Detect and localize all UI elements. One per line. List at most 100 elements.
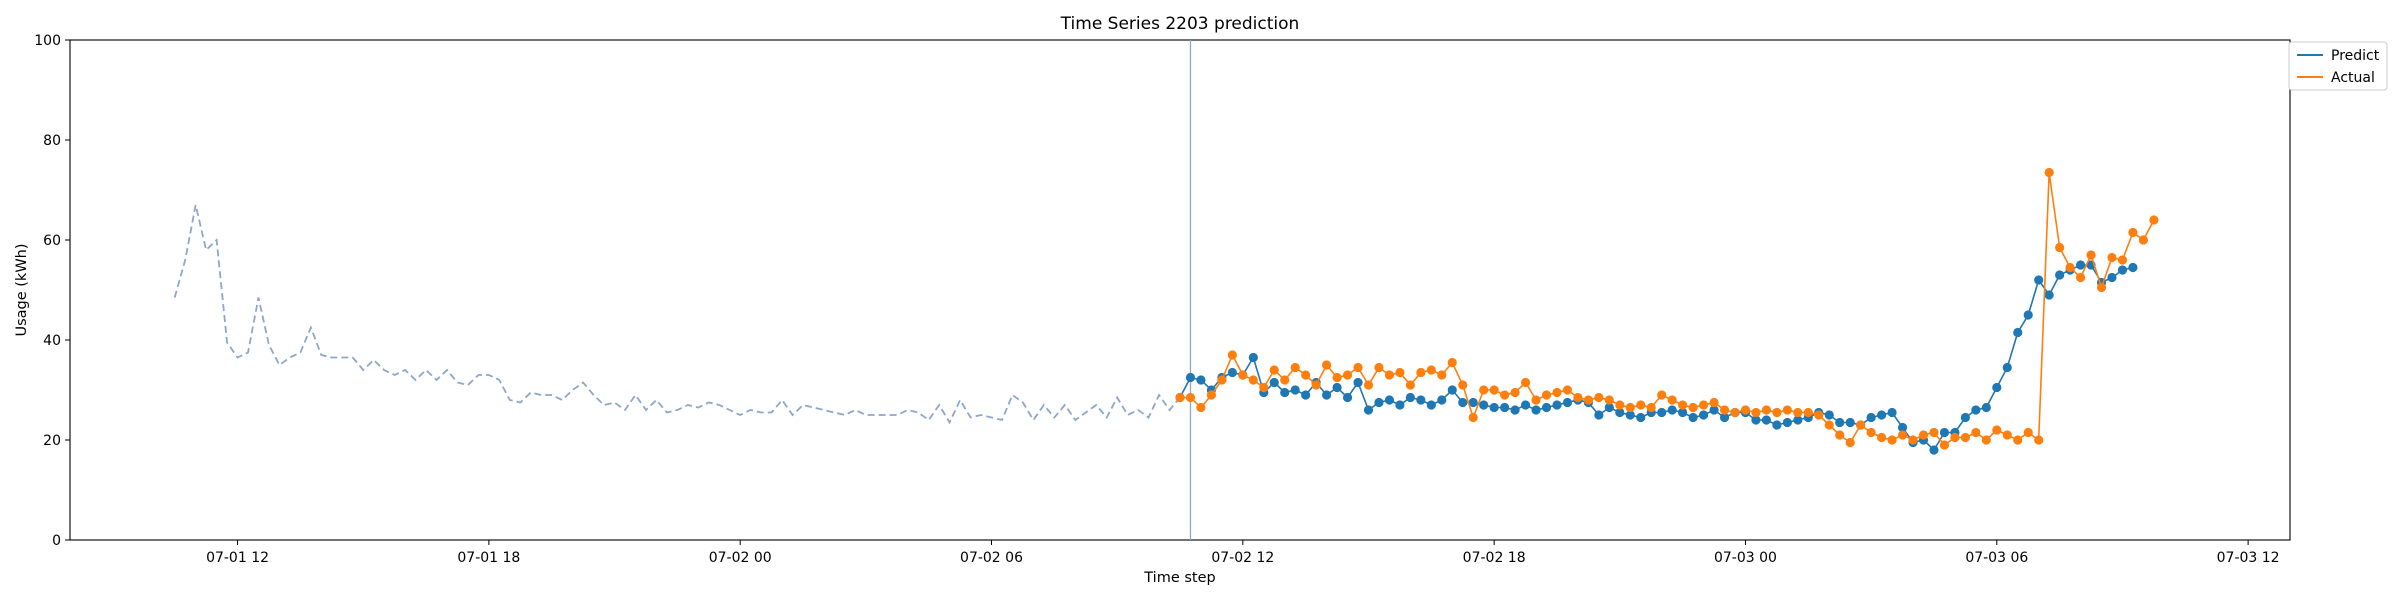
data-point [1950, 432, 1960, 443]
data-point [1678, 407, 1688, 418]
data-point [1217, 375, 1227, 385]
data-point [1971, 427, 1981, 438]
data-point [1992, 382, 2002, 393]
data-point [1322, 390, 1332, 400]
data-point [1866, 427, 1876, 438]
data-point [2013, 435, 2023, 445]
data-point [1426, 365, 1436, 375]
y-axis: 0 20 40 60 80 100 [34, 33, 70, 549]
data-point [1322, 360, 1332, 370]
data-point [1301, 370, 1311, 380]
data-point [1835, 430, 1845, 440]
data-point [1437, 395, 1447, 405]
data-point [1887, 435, 1897, 445]
data-point [1908, 435, 1918, 445]
data-point [2065, 262, 2075, 273]
y-tick-label: 40 [43, 333, 61, 349]
data-point [2138, 235, 2148, 245]
legend-actual-label: Actual [2331, 70, 2375, 86]
x-tick-label: 07-01 12 [206, 550, 269, 566]
data-point [1929, 427, 1939, 438]
chart-title: Time Series 2203 prediction [1060, 14, 1300, 34]
data-point [1332, 372, 1342, 383]
data-point [2023, 310, 2033, 320]
data-point [1395, 367, 1405, 378]
data-point [2107, 272, 2117, 283]
data-point [2055, 242, 2065, 253]
series-layer [173, 40, 2159, 540]
data-point [1698, 400, 1709, 410]
data-point [1615, 407, 1625, 418]
data-point [1437, 370, 1447, 380]
data-point [1824, 420, 1834, 430]
x-tick-label: 07-03 12 [2217, 550, 2280, 566]
data-point [1206, 390, 1217, 400]
data-point [1751, 407, 1761, 418]
data-point [1688, 402, 1698, 413]
data-point [1290, 385, 1300, 395]
data-point [1185, 372, 1196, 383]
data-point [1374, 397, 1384, 408]
data-point [1531, 405, 1541, 415]
data-point [2013, 327, 2023, 338]
data-point [1468, 397, 1478, 408]
legend: Predict Actual [2288, 41, 2388, 91]
y-tick-label: 20 [43, 433, 61, 449]
data-point [2096, 282, 2107, 293]
x-tick-label: 07-03 06 [1965, 550, 2028, 566]
data-point [1960, 412, 1970, 423]
plot-area [69, 39, 2291, 541]
x-axis-label: Time step [1143, 570, 1215, 586]
series-history [173, 204, 1181, 425]
data-point [1311, 380, 1321, 390]
data-point [1688, 412, 1698, 423]
data-point [1667, 405, 1677, 415]
x-tick-label: 07-02 18 [1463, 550, 1526, 566]
data-point [2034, 275, 2044, 285]
data-point [1793, 407, 1803, 418]
data-point [1636, 400, 1646, 410]
data-point [1520, 400, 1531, 410]
y-axis-label: Usage (kWh) [14, 243, 30, 336]
data-point [2075, 272, 2086, 283]
data-point [2117, 255, 2128, 265]
data-point [1604, 395, 1614, 405]
data-point [1740, 405, 1751, 415]
data-point [1845, 417, 1855, 428]
data-point [1447, 357, 1457, 368]
x-tick-label: 07-03 00 [1714, 550, 1777, 566]
data-point [1856, 420, 1866, 430]
data-point [1290, 362, 1300, 373]
data-point [1405, 392, 1415, 403]
data-point [2117, 265, 2128, 275]
data-point [1175, 392, 1185, 403]
data-point [1562, 397, 1573, 408]
data-point [1615, 400, 1625, 410]
series-line [173, 204, 1181, 425]
data-point [1772, 420, 1782, 430]
data-point [1824, 410, 1834, 420]
data-point [1782, 405, 1792, 415]
data-point [2075, 260, 2086, 270]
data-point [1573, 392, 1583, 403]
data-point [1761, 415, 1772, 425]
data-point [1678, 400, 1688, 410]
data-point [1918, 430, 1929, 440]
data-point [1248, 375, 1258, 385]
data-point [1269, 365, 1279, 375]
data-point [1646, 402, 1656, 413]
data-point [1458, 380, 1468, 390]
series-predict [1175, 260, 2138, 455]
data-point [1374, 362, 1384, 373]
data-point [1657, 407, 1667, 418]
data-point [1248, 352, 1258, 363]
data-point [1981, 402, 1991, 413]
data-point [1709, 405, 1719, 415]
data-point [2023, 427, 2033, 438]
y-tick-label: 80 [43, 133, 61, 149]
data-point [1353, 362, 1363, 373]
data-point [2128, 227, 2138, 238]
data-point [1657, 390, 1667, 400]
data-point [1479, 400, 1489, 410]
data-point [1489, 385, 1499, 395]
